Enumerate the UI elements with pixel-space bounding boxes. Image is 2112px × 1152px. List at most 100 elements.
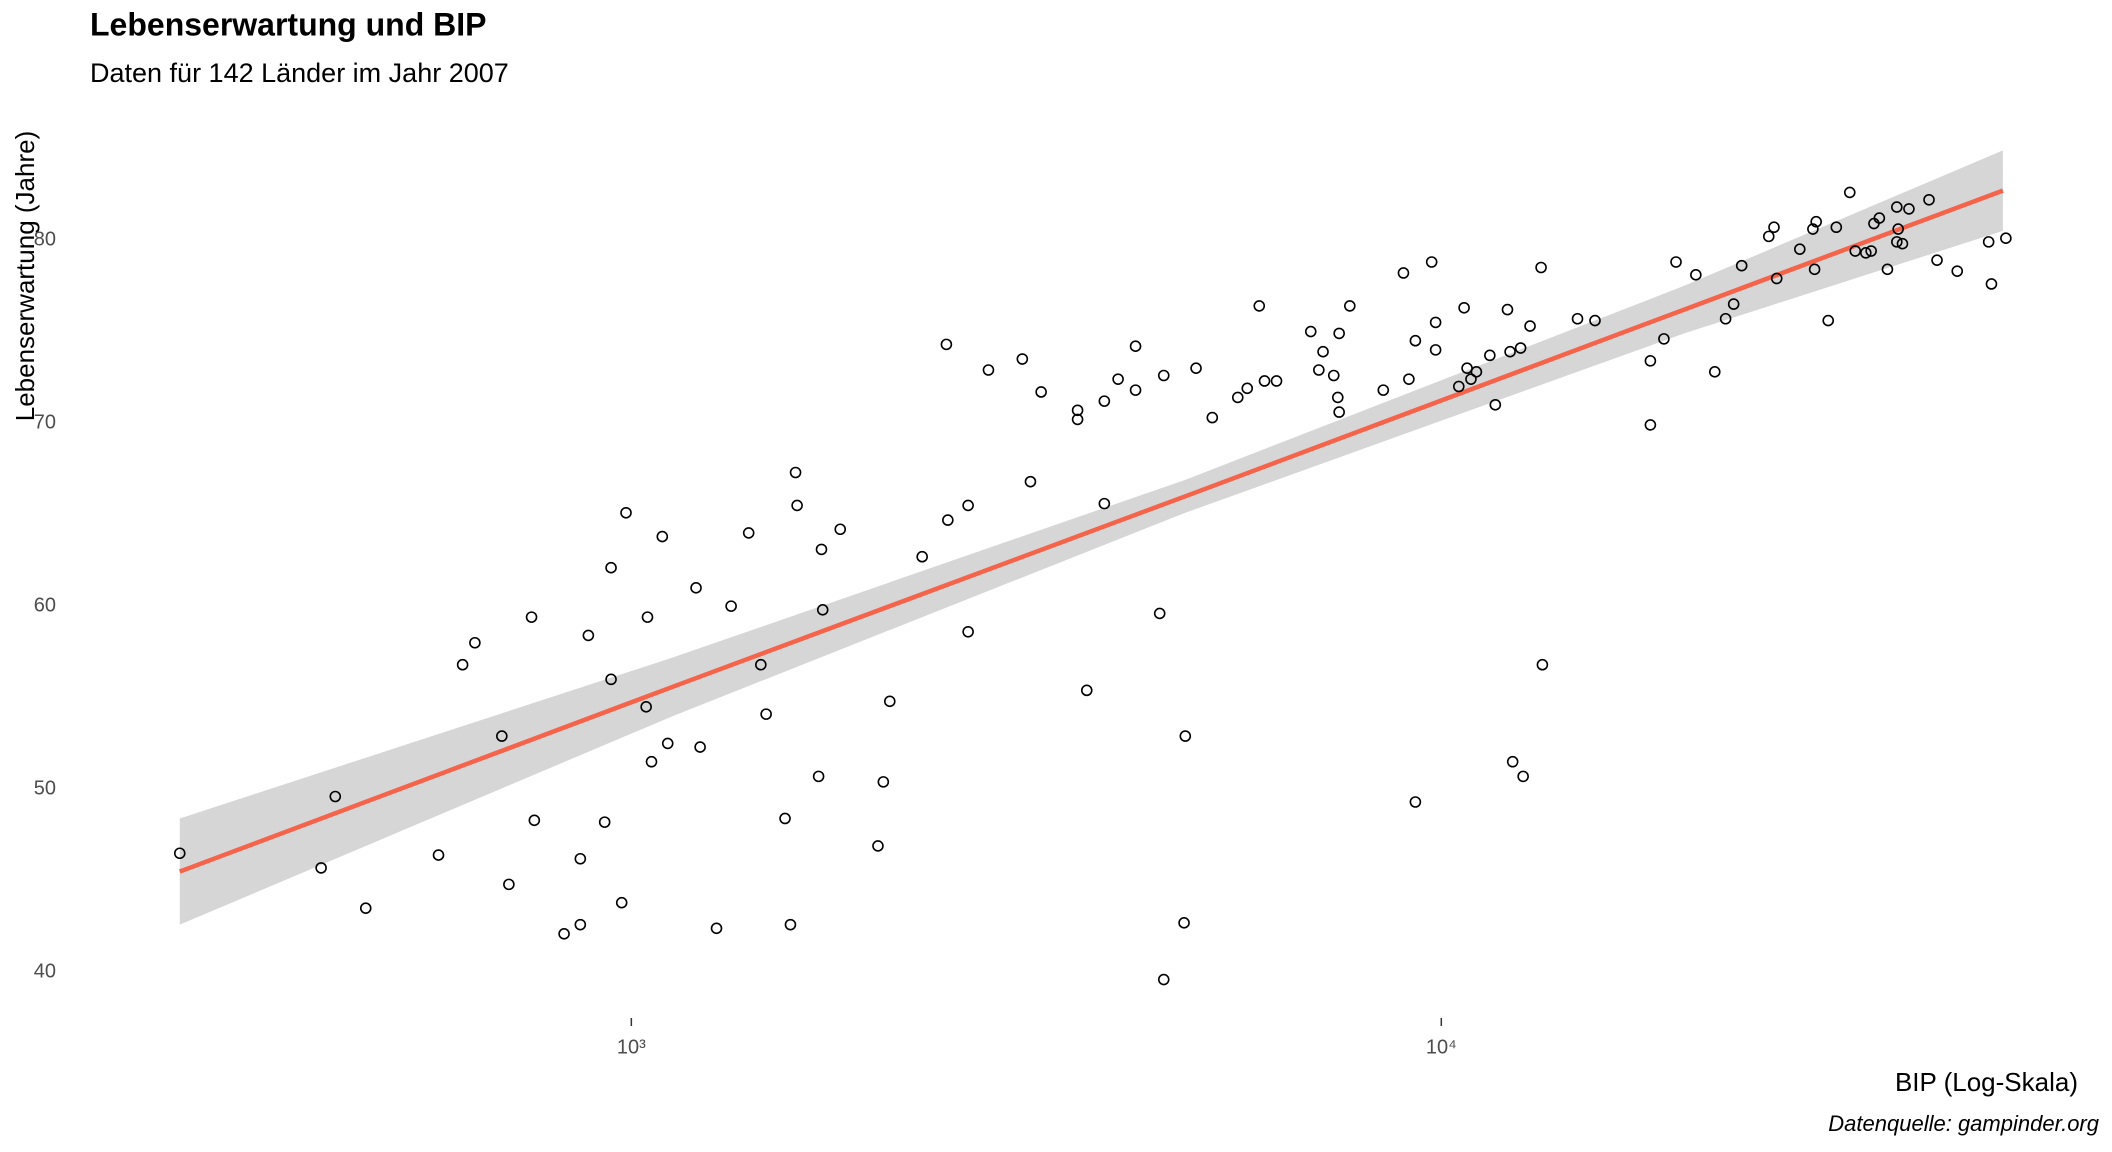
y-tick-label: 70 bbox=[34, 411, 56, 433]
data-point bbox=[1112, 373, 1124, 385]
data-point bbox=[1327, 369, 1340, 382]
data-point bbox=[329, 790, 342, 803]
data-point bbox=[942, 514, 954, 526]
data-point bbox=[1892, 223, 1904, 235]
data-point bbox=[661, 737, 674, 750]
data-point bbox=[760, 708, 772, 720]
data-point bbox=[1465, 373, 1477, 385]
data-point bbox=[525, 611, 538, 623]
data-point bbox=[1506, 755, 1519, 768]
data-point bbox=[1253, 300, 1266, 312]
data-point bbox=[779, 812, 791, 825]
data-point bbox=[1397, 267, 1410, 279]
regression-line bbox=[178, 188, 2004, 874]
data-point bbox=[315, 862, 327, 874]
data-point bbox=[1524, 320, 1536, 332]
data-point bbox=[877, 776, 890, 788]
data-point bbox=[1331, 391, 1344, 404]
x-axis-label: BIP (Log-Skala) bbox=[1895, 1067, 2078, 1097]
confidence-band bbox=[179, 150, 2003, 925]
data-point bbox=[456, 658, 469, 671]
data-point bbox=[962, 499, 974, 512]
data-point bbox=[1178, 917, 1190, 929]
data-point bbox=[1985, 278, 1998, 290]
data-point bbox=[1317, 345, 1329, 358]
data-point bbox=[1153, 607, 1166, 620]
data-point bbox=[1670, 256, 1682, 268]
data-point bbox=[656, 530, 669, 543]
data-point bbox=[640, 701, 652, 713]
data-point bbox=[582, 629, 595, 642]
data-point bbox=[1179, 730, 1192, 742]
data-point bbox=[784, 918, 797, 931]
data-point bbox=[1409, 796, 1422, 808]
chart-subtitle: Daten für 142 Länder im Jahr 2007 bbox=[90, 58, 509, 88]
data-point bbox=[1333, 406, 1345, 418]
data-point bbox=[883, 695, 896, 708]
data-point bbox=[742, 527, 755, 539]
data-point bbox=[1071, 404, 1084, 417]
data-point bbox=[1517, 770, 1529, 783]
data-point bbox=[1377, 384, 1390, 396]
y-tick-label: 60 bbox=[34, 594, 56, 616]
data-point bbox=[1735, 259, 1748, 272]
data-point bbox=[1258, 375, 1271, 387]
data-point bbox=[1157, 973, 1170, 986]
data-point bbox=[615, 896, 628, 909]
data-point bbox=[1333, 327, 1345, 340]
data-point bbox=[1409, 334, 1422, 347]
caption: Datenquelle: gampinder.org bbox=[1828, 1111, 2099, 1136]
data-point bbox=[574, 852, 587, 865]
data-point bbox=[694, 741, 706, 753]
data-point bbox=[1452, 380, 1465, 393]
data-point bbox=[725, 600, 737, 612]
data-point bbox=[1313, 364, 1325, 376]
data-point bbox=[1536, 658, 1549, 671]
data-point bbox=[528, 814, 541, 827]
data-point bbox=[1535, 261, 1547, 274]
data-point bbox=[1843, 186, 1856, 199]
y-axis-label: Lebenserwartung (Jahre) bbox=[10, 131, 40, 422]
data-point bbox=[1903, 203, 1915, 215]
data-point bbox=[2000, 232, 2012, 245]
data-point bbox=[834, 523, 847, 536]
data-point bbox=[1098, 497, 1111, 510]
data-point bbox=[710, 922, 723, 935]
data-point bbox=[1644, 419, 1657, 431]
y-tick-label: 40 bbox=[34, 961, 56, 983]
data-point bbox=[1489, 398, 1502, 411]
data-point bbox=[1881, 263, 1894, 276]
data-point bbox=[1206, 411, 1219, 424]
data-point bbox=[1951, 265, 1964, 277]
data-point bbox=[1830, 221, 1843, 234]
data-point bbox=[1403, 373, 1415, 385]
data-point bbox=[1016, 353, 1029, 365]
data-point bbox=[1589, 314, 1601, 327]
data-point bbox=[982, 364, 995, 376]
data-point bbox=[1514, 342, 1527, 354]
data-point bbox=[1896, 237, 1909, 250]
data-point bbox=[812, 770, 825, 783]
data-point bbox=[872, 840, 884, 852]
data-point bbox=[1807, 223, 1819, 235]
data-point bbox=[1024, 475, 1037, 488]
x-tick-label: 10⁴ bbox=[1426, 1036, 1457, 1058]
data-point bbox=[641, 611, 654, 623]
data-point bbox=[690, 582, 702, 594]
data-point bbox=[791, 499, 803, 512]
data-point bbox=[1923, 193, 1935, 206]
data-point bbox=[496, 730, 508, 742]
data-point bbox=[558, 927, 570, 940]
data-point bbox=[1425, 256, 1438, 268]
data-point bbox=[605, 673, 617, 686]
data-point bbox=[1504, 345, 1516, 358]
data-point bbox=[1860, 247, 1872, 259]
data-point bbox=[1719, 312, 1732, 325]
data-point bbox=[1190, 362, 1202, 374]
data-point bbox=[1035, 386, 1047, 398]
data-point bbox=[1270, 375, 1283, 387]
data-point bbox=[1470, 366, 1483, 378]
chart-title: Lebenserwartung und BIP bbox=[90, 6, 486, 42]
data-point bbox=[789, 466, 802, 479]
